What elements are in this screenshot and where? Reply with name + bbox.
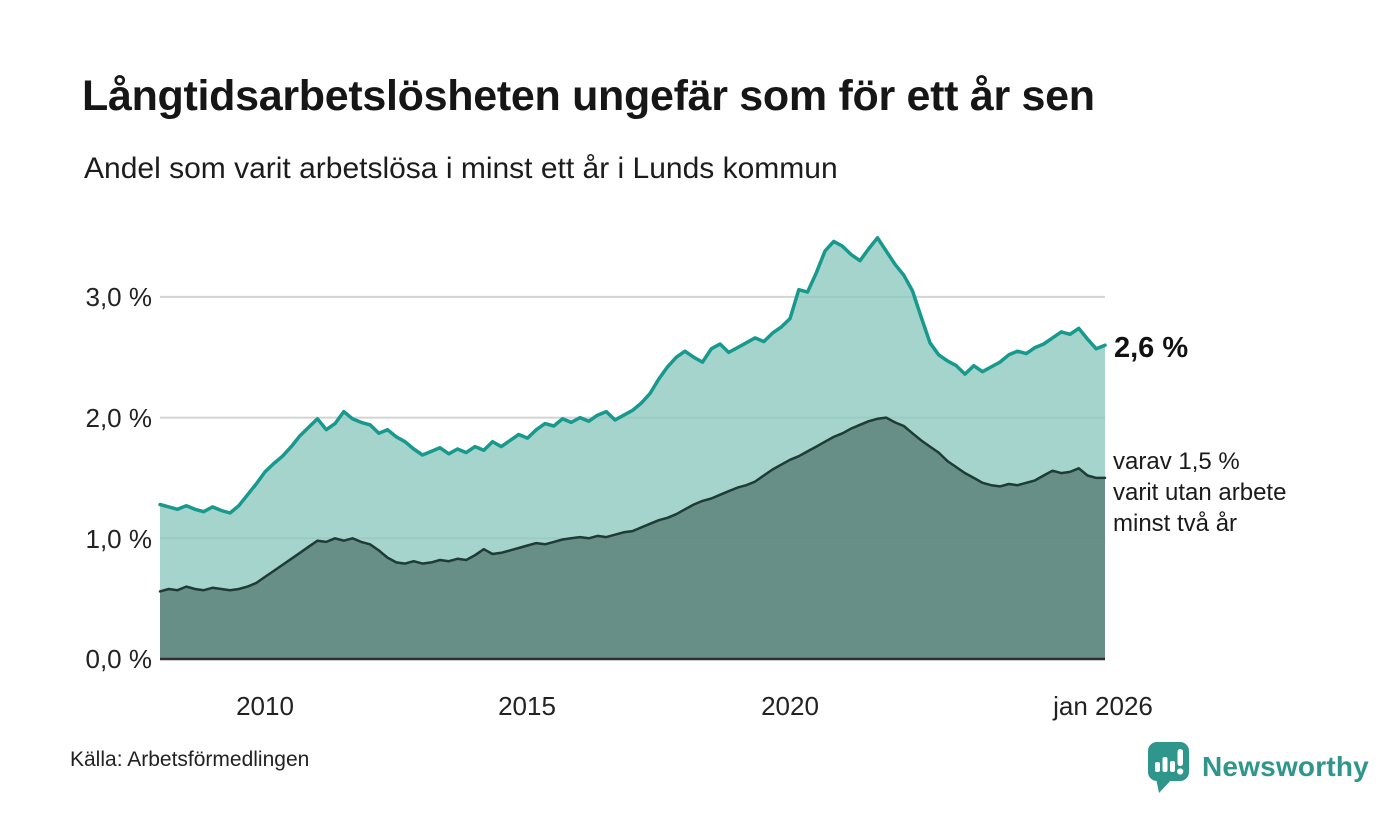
newsworthy-logo[interactable]: Newsworthy	[1146, 740, 1369, 794]
x-tick-label-2020: 2020	[761, 691, 819, 721]
source-note: Källa: Arbetsförmedlingen	[70, 748, 310, 771]
subset-annotation-line-3: minst två år	[1113, 510, 1238, 537]
exclamation-icon	[1177, 749, 1184, 775]
y-tick-label-0pct: 0,0 %	[85, 644, 153, 674]
chart-title: Långtidsarbetslösheten ungefär som för e…	[82, 72, 1095, 120]
brand-wordmark: Newsworthy	[1202, 751, 1369, 782]
logo-speech-bubble-tail	[1156, 778, 1173, 793]
y-tick-label-3pct: 3,0 %	[85, 282, 153, 312]
subset-series-annotation: varav 1,5 % varit utan arbete minst två …	[1113, 446, 1286, 539]
subset-annotation-line-1: varav 1,5 %	[1113, 448, 1240, 475]
subset-annotation-line-2: varit utan arbete	[1113, 479, 1287, 506]
x-tick-label-2015: 2015	[498, 691, 556, 721]
line-total-unemployed-1yr	[158, 236, 1107, 515]
x-tick-label-2010: 2010	[236, 691, 294, 721]
bar-chart-icon	[1155, 757, 1175, 772]
chart-subtitle: Andel som varit arbetslösa i minst ett å…	[84, 152, 838, 185]
x-tick-label-jan-2026: jan 2026	[1053, 691, 1153, 721]
area-unemployed-2yr	[160, 417, 1105, 659]
line-unemployed-2yr	[158, 416, 1107, 593]
series-end-value-label: 2,6 %	[1114, 332, 1189, 364]
y-tick-label-1pct: 1,0 %	[85, 524, 153, 554]
y-tick-label-2pct: 2,0 %	[85, 403, 153, 433]
newsworthy-logo-icon	[1148, 742, 1189, 793]
